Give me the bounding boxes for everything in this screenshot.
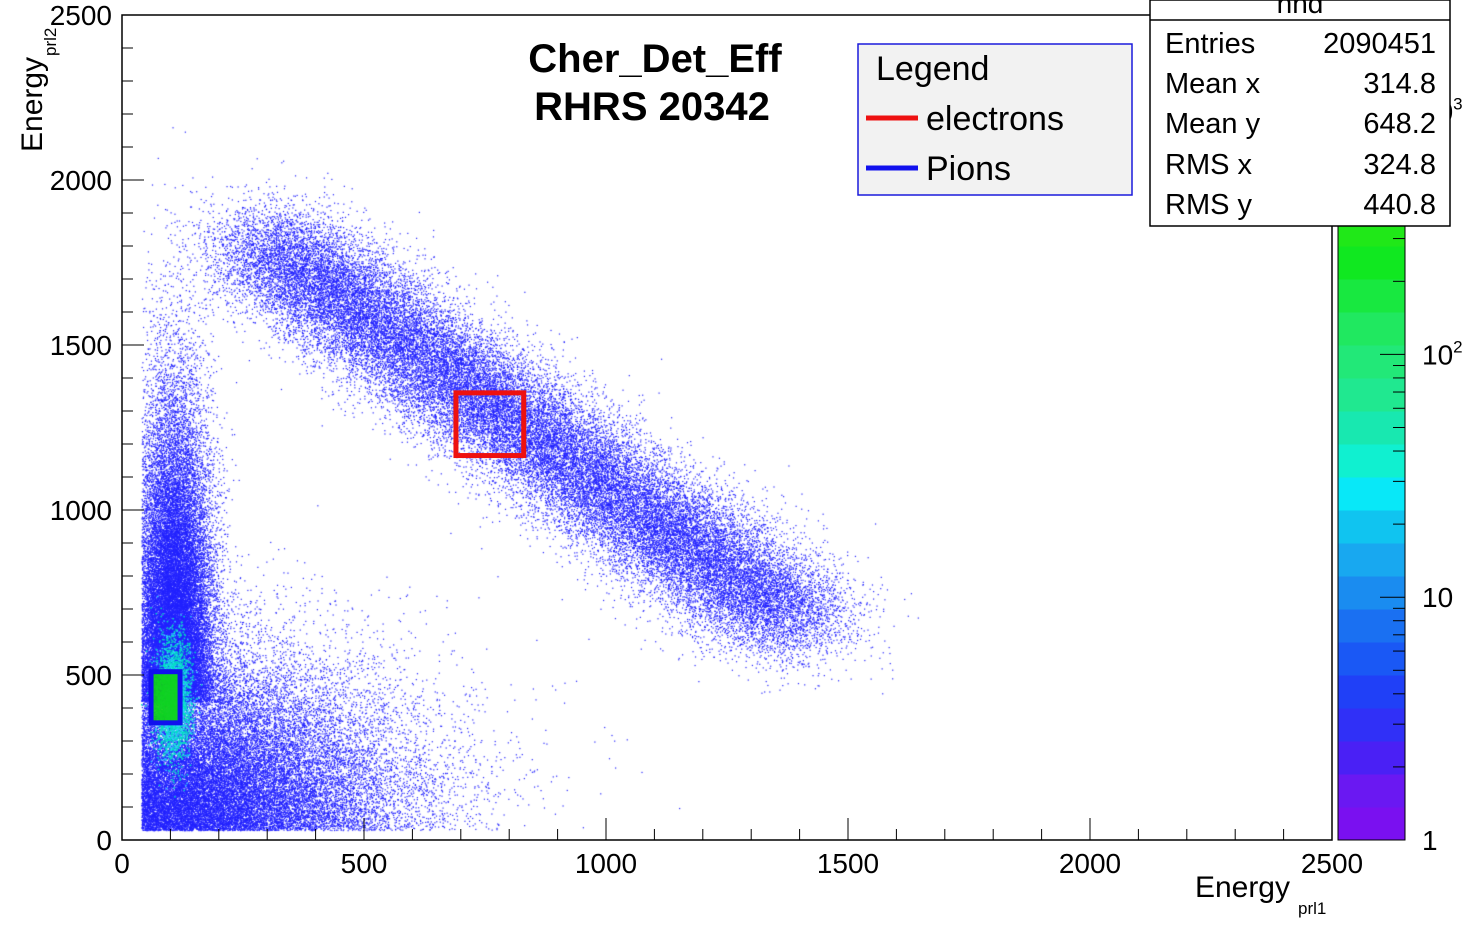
y-tick-label: 1000	[50, 495, 112, 526]
y-axis-ticks: 0 500 1000 1500 2000 2500	[50, 0, 144, 856]
stats-value-mean-y: 648.2	[1363, 108, 1436, 140]
y-axis-label-group: Energy prl2	[16, 28, 60, 152]
y-tick-label: 500	[65, 660, 112, 691]
z-tick-label: 1	[1422, 825, 1438, 856]
cut-box-electrons	[453, 390, 527, 459]
stats-label-entries: Entries	[1165, 28, 1255, 60]
x-axis-ticks: 0 500 1000 1500 2000 2500	[114, 818, 1363, 879]
palette-cell	[1338, 477, 1405, 511]
y-tick-label: 2500	[50, 0, 112, 31]
palette-cell	[1338, 675, 1405, 709]
stats-box: hnd Entries 2090451 Mean x 314.8 Mean y …	[1149, 0, 1451, 227]
palette-cell	[1338, 576, 1405, 610]
palette-cell	[1338, 345, 1405, 379]
x-tick-label: 1500	[817, 848, 879, 879]
stats-value-mean-x: 314.8	[1363, 68, 1436, 100]
palette-cell	[1338, 807, 1405, 841]
cut-box-pions	[148, 669, 183, 726]
stats-label-mean-y: Mean y	[1165, 108, 1261, 140]
stats-value-rms-x: 324.8	[1363, 149, 1436, 181]
legend-header: Legend	[876, 50, 989, 88]
stats-name: hnd	[1277, 0, 1324, 19]
color-palette: 110102103	[1337, 14, 1463, 856]
palette-cell	[1338, 312, 1405, 346]
palette-cell	[1338, 609, 1405, 643]
legend-box: Legend electrons Pions	[857, 43, 1133, 196]
chart-title-line1: Cher_Det_Eff	[528, 37, 782, 81]
x-tick-label: 1000	[575, 848, 637, 879]
z-tick-label: 10	[1422, 582, 1453, 613]
palette-cell	[1338, 246, 1405, 280]
x-axis-label-sub: prl1	[1298, 899, 1326, 918]
palette-cell	[1338, 279, 1405, 313]
x-tick-label: 2000	[1059, 848, 1121, 879]
y-tick-label: 0	[96, 825, 112, 856]
legend-label-pions: Pions	[926, 150, 1011, 188]
z-tick-label: 102	[1422, 337, 1463, 370]
palette-cell	[1338, 378, 1405, 412]
stats-value-entries: 2090451	[1323, 28, 1436, 60]
x-axis-label: Energy	[1195, 871, 1290, 904]
palette-cell	[1338, 444, 1405, 478]
stats-label-mean-x: Mean x	[1165, 68, 1261, 100]
y-tick-label: 1500	[50, 330, 112, 361]
x-tick-label: 0	[114, 848, 130, 879]
palette-cell	[1338, 708, 1405, 742]
palette-cell	[1338, 774, 1405, 808]
stats-label-rms-y: RMS y	[1165, 189, 1253, 221]
palette-cell	[1338, 510, 1405, 544]
stats-value-rms-y: 440.8	[1363, 189, 1436, 221]
cut-boxes	[148, 390, 527, 726]
y-axis-label: Energy	[16, 57, 49, 152]
stats-label-rms-x: RMS x	[1165, 149, 1253, 181]
y-axis-label-sub: prl2	[41, 28, 60, 56]
stats-frame	[1149, 0, 1451, 227]
palette-cell	[1338, 543, 1405, 577]
x-tick-label: 2500	[1301, 848, 1363, 879]
x-tick-label: 500	[341, 848, 388, 879]
chart-title-line2: RHRS 20342	[534, 85, 770, 129]
palette-cell	[1338, 741, 1405, 775]
legend-label-electrons: electrons	[926, 100, 1064, 138]
y-tick-label: 2000	[50, 165, 112, 196]
